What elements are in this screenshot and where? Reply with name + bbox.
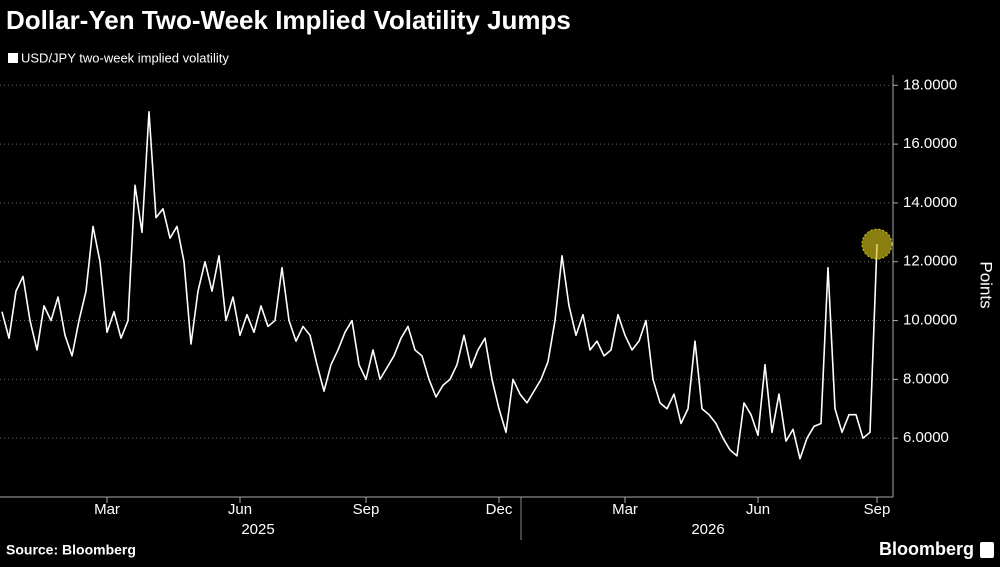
chart-title: Dollar-Yen Two-Week Implied Volatility J… (6, 5, 571, 35)
y-tick-label: 18.0000 (903, 76, 957, 93)
data-line (1, 110, 878, 460)
legend-swatch (8, 53, 18, 63)
x-tick-label: Jun (746, 501, 770, 518)
brand-icon (980, 542, 994, 558)
x-tick-label: Dec (486, 501, 513, 518)
brand: Bloomberg (879, 539, 974, 559)
x-tick-label: Mar (612, 501, 638, 518)
source: Source: Bloomberg (6, 542, 136, 558)
y-tick-label: 10.0000 (903, 312, 957, 329)
year-label: 2026 (691, 521, 724, 538)
x-tick-label: Sep (864, 501, 891, 518)
x-tick-label: Jun (228, 501, 252, 518)
y-tick-label: 6.0000 (903, 429, 949, 446)
legend-label: USD/JPY two-week implied volatility (21, 50, 229, 65)
highlight-marker (861, 228, 893, 260)
y-tick-label: 16.0000 (903, 135, 957, 152)
x-tick-label: Mar (94, 501, 120, 518)
y-tick-label: 12.0000 (903, 253, 957, 270)
y-axis-title: Points (977, 261, 996, 308)
x-tick-label: Sep (353, 501, 380, 518)
y-tick-label: 8.0000 (903, 370, 949, 387)
y-tick-label: 14.0000 (903, 194, 957, 211)
year-label: 2025 (241, 521, 274, 538)
